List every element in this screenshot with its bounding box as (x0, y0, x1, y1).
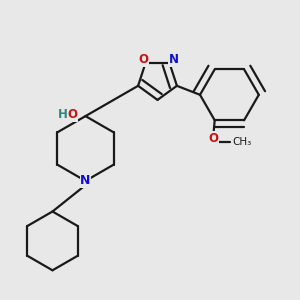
Text: N: N (169, 53, 179, 66)
Text: H: H (58, 108, 68, 121)
Text: CH₃: CH₃ (233, 136, 252, 147)
Text: O: O (68, 108, 78, 121)
Text: O: O (208, 132, 218, 145)
Text: O: O (138, 53, 148, 66)
Text: N: N (80, 174, 91, 188)
